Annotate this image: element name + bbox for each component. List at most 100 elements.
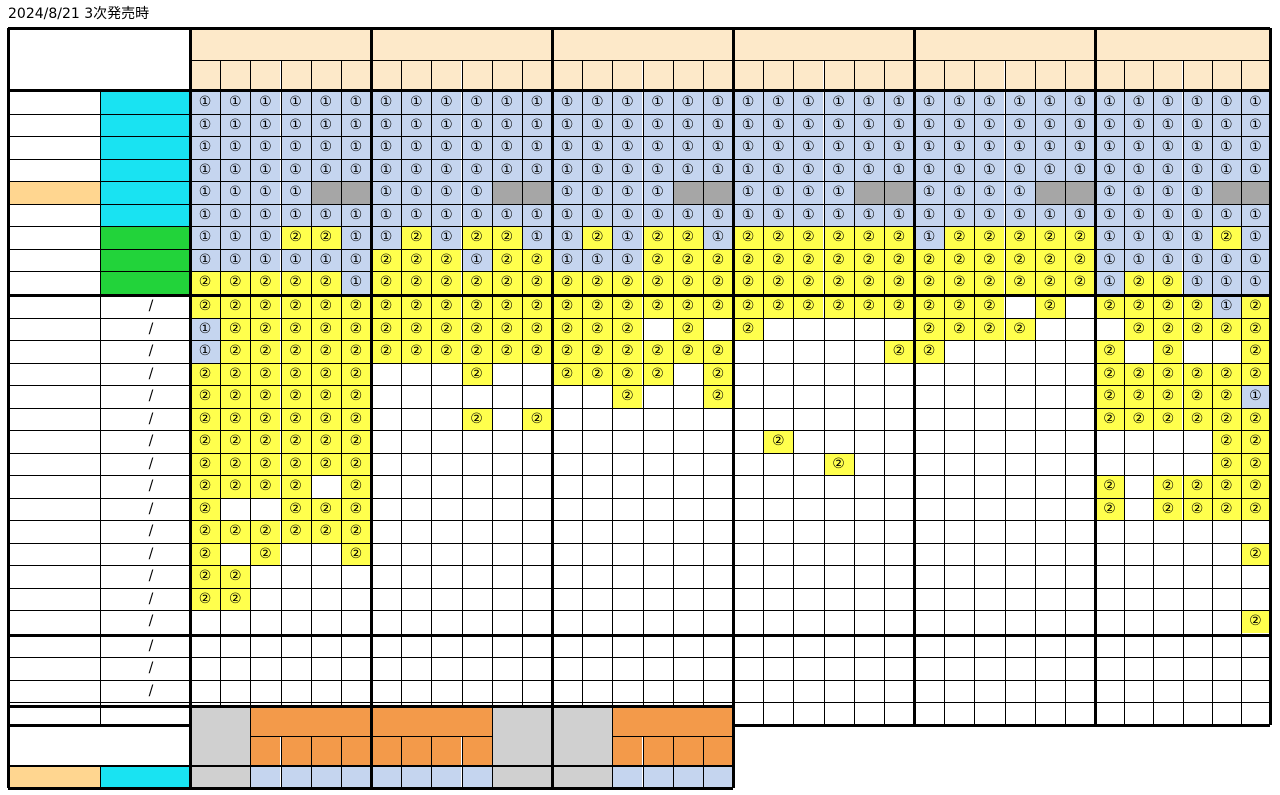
mark-1: ① (914, 158, 945, 181)
mark-1: ① (702, 91, 733, 114)
grid-line (8, 657, 1270, 658)
mark-1: ① (401, 181, 432, 204)
mark-1: ① (974, 136, 1005, 159)
mark-1: ① (491, 158, 522, 181)
mark-2: ② (401, 295, 432, 318)
part-header (1034, 60, 1065, 90)
mark-1: ① (1211, 271, 1241, 294)
mark-2: ② (1153, 295, 1183, 318)
mark-2: ② (1182, 362, 1212, 385)
mark-1: ① (883, 113, 914, 136)
grid-line (8, 520, 1270, 521)
mark-2: ② (642, 226, 673, 249)
mark-1: ① (1095, 91, 1125, 114)
mark-1: ① (642, 91, 673, 114)
mark-1: ① (763, 113, 794, 136)
mark-2: ② (672, 271, 703, 294)
mark-1: ① (1034, 91, 1065, 114)
mark-2: ② (491, 340, 522, 363)
win-count (100, 565, 144, 588)
mark-2: ② (883, 295, 914, 318)
unavailable-cell (702, 181, 733, 204)
mark-2: ② (461, 407, 492, 430)
grid-line (8, 543, 1270, 544)
part-header (763, 60, 794, 90)
mark-1: ① (552, 136, 583, 159)
mark-2: ② (1240, 497, 1270, 520)
mark-1: ① (1211, 113, 1241, 136)
unavailable-cell (310, 181, 341, 204)
mark-1: ① (521, 158, 552, 181)
part-header (280, 60, 311, 90)
page-title: 2024/8/21 3次発売時 (8, 6, 150, 22)
mark-1: ① (582, 203, 613, 226)
win-total (158, 385, 188, 408)
mark-1: ① (1153, 136, 1183, 159)
part-header (1153, 60, 1183, 90)
mark-2: ② (491, 271, 522, 294)
mark-1 (280, 766, 311, 788)
mark-1: ① (220, 113, 251, 136)
grid-line (944, 60, 945, 725)
grid-line (401, 60, 402, 725)
mark-2: ② (1064, 271, 1095, 294)
mark-1: ① (1095, 226, 1125, 249)
unavailable-cell (1064, 181, 1095, 204)
mark-1: ① (521, 203, 552, 226)
mark-1: ① (763, 136, 794, 159)
mark-1: ① (1153, 203, 1183, 226)
mark-1: ① (853, 91, 884, 114)
mark-2: ② (914, 295, 945, 318)
mark-1: ① (1124, 136, 1154, 159)
mark-1: ① (1240, 271, 1270, 294)
mark-2: ② (1034, 271, 1065, 294)
mark-1: ① (340, 136, 371, 159)
header-line2 (8, 60, 190, 76)
mark-2: ② (1124, 407, 1154, 430)
mark-2: ② (521, 317, 552, 340)
mark-2: ② (642, 340, 673, 363)
mark-2: ② (1153, 497, 1183, 520)
mark-1: ① (733, 203, 764, 226)
grid-line (824, 60, 825, 725)
mark-1: ① (672, 113, 703, 136)
part-header (552, 60, 583, 90)
win-total (158, 680, 188, 703)
mark-2: ② (1095, 362, 1125, 385)
mark-1: ① (1004, 203, 1035, 226)
member-name (8, 453, 100, 476)
mark-2: ② (883, 226, 914, 249)
member-name (8, 340, 100, 363)
mark-1: ① (220, 181, 251, 204)
member-name (8, 430, 100, 453)
mark-2: ② (431, 248, 462, 271)
grid-line (551, 706, 554, 788)
mark-2: ② (340, 385, 371, 408)
mark-1: ① (310, 91, 341, 114)
win-count (100, 588, 144, 611)
win-count (100, 520, 144, 543)
mark-1: ① (431, 91, 462, 114)
member-name (8, 91, 100, 114)
member-name (8, 363, 100, 386)
grid-line (8, 634, 1270, 637)
mark-1: ① (823, 181, 854, 204)
mark-1: ① (190, 248, 221, 271)
grid-line (913, 28, 916, 725)
part-header (220, 60, 251, 90)
win-count (100, 475, 144, 498)
mark-2: ② (1182, 385, 1212, 408)
grid-line (8, 498, 1270, 499)
member-status (100, 203, 190, 226)
member-name (8, 408, 100, 431)
member-name (8, 475, 100, 498)
grid-line (401, 736, 402, 788)
grid-line (7, 28, 10, 725)
mark-1: ① (190, 340, 221, 363)
mark-1: ① (823, 91, 854, 114)
mark-2: ② (190, 565, 221, 588)
grid-line (551, 28, 554, 725)
mark-1: ① (793, 158, 824, 181)
mark-1: ① (250, 136, 281, 159)
